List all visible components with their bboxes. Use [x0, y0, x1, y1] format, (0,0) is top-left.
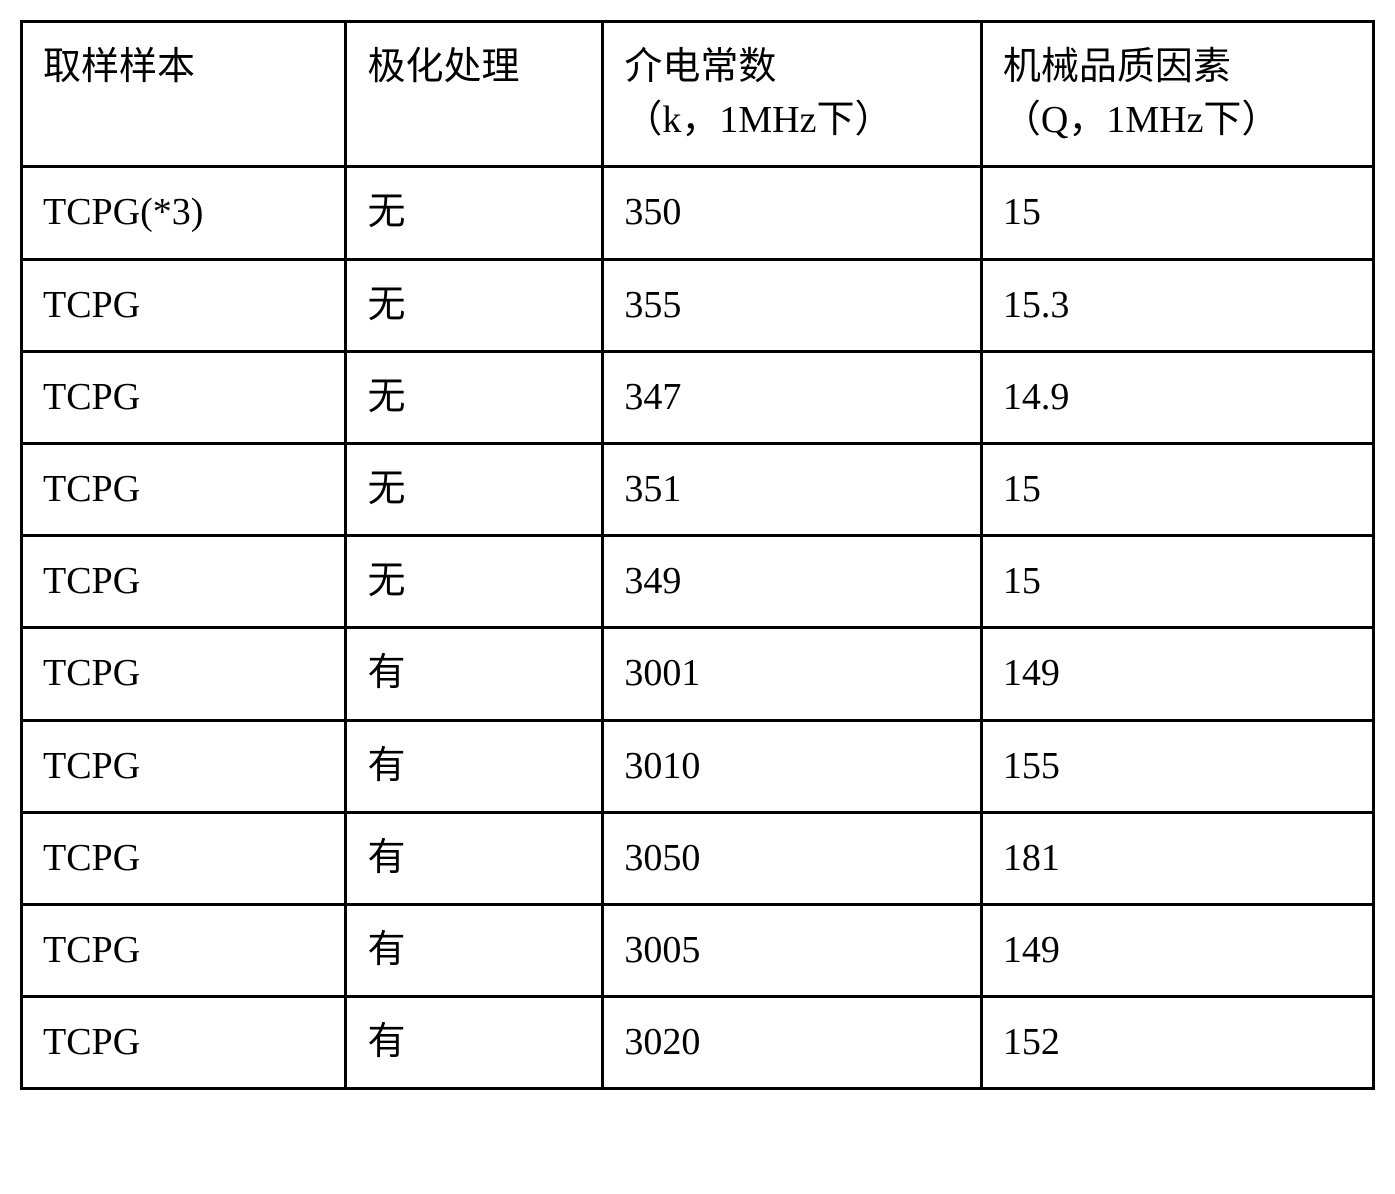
cell-polarization: 有 [346, 812, 603, 904]
cell-quality: 15 [981, 443, 1373, 535]
cell-dielectric: 3050 [603, 812, 982, 904]
cell-quality: 155 [981, 720, 1373, 812]
cell-polarization: 无 [346, 259, 603, 351]
table-row: TCPG 无 349 15 [22, 536, 1374, 628]
header-dielectric-line2: （k，1MHz下） [624, 94, 960, 147]
cell-sample: TCPG [22, 443, 346, 535]
cell-sample: TCPG [22, 351, 346, 443]
cell-sample: TCPG [22, 259, 346, 351]
cell-dielectric: 355 [603, 259, 982, 351]
cell-polarization: 有 [346, 720, 603, 812]
cell-sample: TCPG [22, 812, 346, 904]
table-row: TCPG 无 355 15.3 [22, 259, 1374, 351]
cell-dielectric: 3001 [603, 628, 982, 720]
cell-sample: TCPG [22, 997, 346, 1089]
table-body: TCPG(*3) 无 350 15 TCPG 无 355 15.3 TCPG 无… [22, 167, 1374, 1089]
header-sample: 取样样本 [22, 22, 346, 167]
cell-sample: TCPG(*3) [22, 167, 346, 259]
cell-polarization: 有 [346, 628, 603, 720]
cell-quality: 15 [981, 167, 1373, 259]
header-polarization: 极化处理 [346, 22, 603, 167]
cell-dielectric: 3005 [603, 904, 982, 996]
cell-dielectric: 3010 [603, 720, 982, 812]
header-quality: 机械品质因素 （Q，1MHz下） [981, 22, 1373, 167]
cell-quality: 15 [981, 536, 1373, 628]
table-row: TCPG 有 3005 149 [22, 904, 1374, 996]
cell-sample: TCPG [22, 536, 346, 628]
cell-quality: 149 [981, 904, 1373, 996]
header-dielectric: 介电常数 （k，1MHz下） [603, 22, 982, 167]
cell-polarization: 无 [346, 536, 603, 628]
cell-quality: 15.3 [981, 259, 1373, 351]
cell-sample: TCPG [22, 628, 346, 720]
table-row: TCPG 有 3001 149 [22, 628, 1374, 720]
table-row: TCPG 有 3010 155 [22, 720, 1374, 812]
cell-quality: 14.9 [981, 351, 1373, 443]
table-row: TCPG 无 351 15 [22, 443, 1374, 535]
header-sample-line1: 取样样本 [43, 41, 324, 94]
cell-polarization: 有 [346, 904, 603, 996]
header-quality-line1: 机械品质因素 [1003, 41, 1352, 94]
table-row: TCPG(*3) 无 350 15 [22, 167, 1374, 259]
table-header-row: 取样样本 极化处理 介电常数 （k，1MHz下） 机械品质因素 （Q，1MHz下… [22, 22, 1374, 167]
cell-dielectric: 349 [603, 536, 982, 628]
cell-polarization: 无 [346, 443, 603, 535]
table-row: TCPG 有 3050 181 [22, 812, 1374, 904]
cell-dielectric: 350 [603, 167, 982, 259]
cell-dielectric: 347 [603, 351, 982, 443]
cell-quality: 149 [981, 628, 1373, 720]
data-table: 取样样本 极化处理 介电常数 （k，1MHz下） 机械品质因素 （Q，1MHz下… [20, 20, 1375, 1090]
cell-sample: TCPG [22, 904, 346, 996]
header-quality-line2: （Q，1MHz下） [1003, 94, 1352, 147]
cell-polarization: 有 [346, 997, 603, 1089]
table-row: TCPG 有 3020 152 [22, 997, 1374, 1089]
cell-polarization: 无 [346, 351, 603, 443]
cell-sample: TCPG [22, 720, 346, 812]
header-dielectric-line1: 介电常数 [624, 41, 960, 94]
cell-polarization: 无 [346, 167, 603, 259]
cell-quality: 181 [981, 812, 1373, 904]
cell-quality: 152 [981, 997, 1373, 1089]
cell-dielectric: 351 [603, 443, 982, 535]
cell-dielectric: 3020 [603, 997, 982, 1089]
header-polarization-line1: 极化处理 [367, 41, 581, 94]
table-row: TCPG 无 347 14.9 [22, 351, 1374, 443]
